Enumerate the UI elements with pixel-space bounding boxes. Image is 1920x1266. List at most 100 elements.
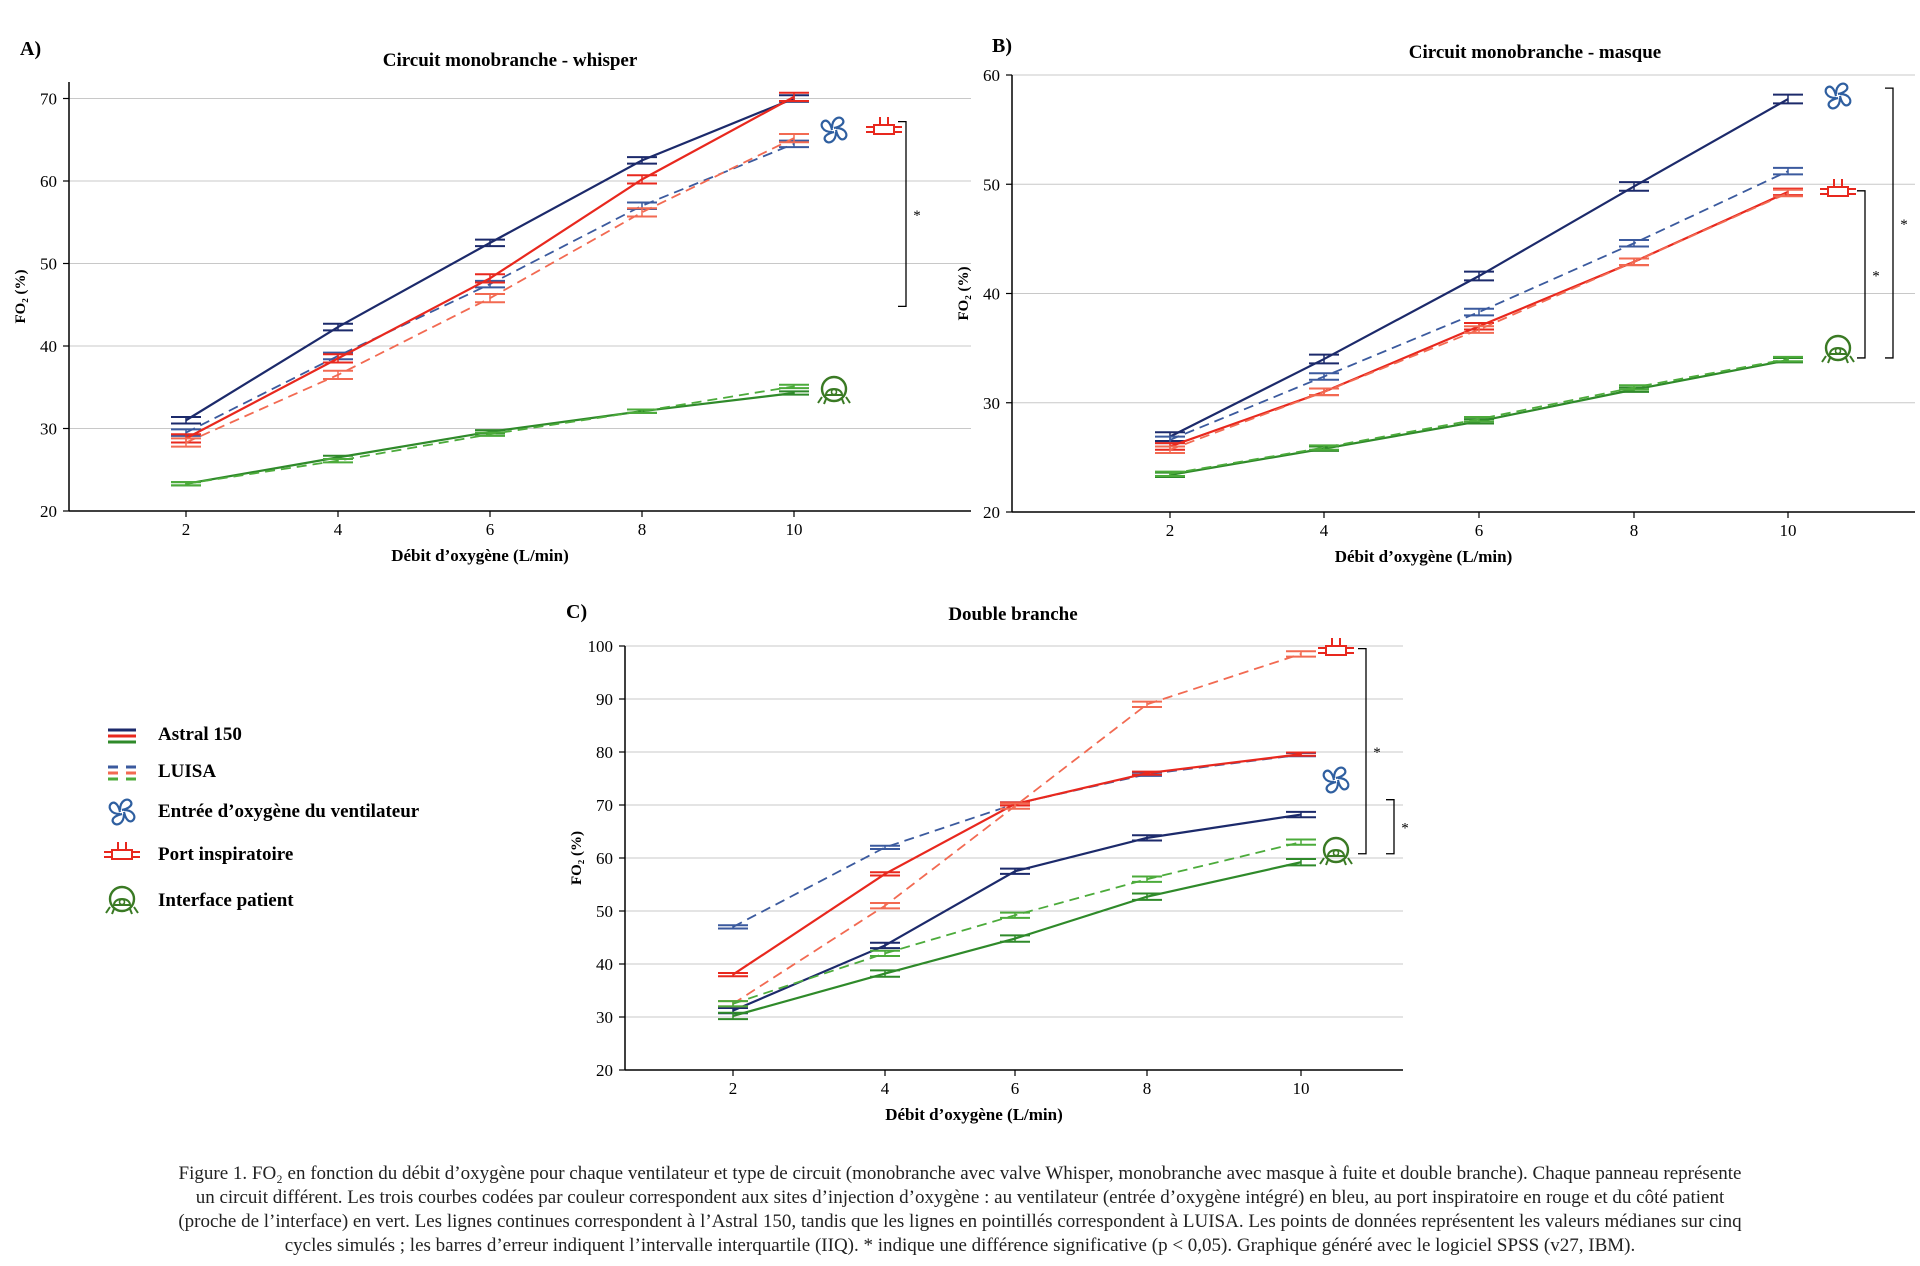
data-point bbox=[1132, 700, 1162, 708]
series-luisa-port bbox=[171, 132, 809, 448]
data-point bbox=[627, 207, 657, 218]
y-axis-label: FO₂ (%) bbox=[569, 831, 585, 885]
bracket-line bbox=[1885, 87, 1894, 359]
data-point bbox=[718, 1011, 748, 1021]
y-tick-label: 40 bbox=[596, 955, 613, 974]
data-point bbox=[1132, 875, 1162, 883]
y-tick-label: 60 bbox=[983, 66, 1000, 85]
bracket-line bbox=[1386, 799, 1395, 855]
data-point bbox=[627, 174, 657, 185]
data-point bbox=[1619, 257, 1649, 267]
panel-letter: C) bbox=[566, 601, 587, 623]
x-tick-label: 6 bbox=[1011, 1079, 1020, 1098]
significance-label: * bbox=[1373, 745, 1381, 761]
data-point bbox=[1464, 415, 1494, 423]
y-tick-label: 30 bbox=[596, 1008, 613, 1027]
series-astral-mask bbox=[718, 858, 1316, 1021]
data-point bbox=[171, 481, 201, 487]
fan-icon bbox=[820, 116, 848, 144]
data-point bbox=[718, 1000, 748, 1008]
y-tick-label: 60 bbox=[596, 849, 613, 868]
data-point bbox=[475, 238, 505, 248]
legend-item-mask: Interface patient bbox=[104, 885, 294, 916]
legend-label: Port inspiratoire bbox=[158, 844, 293, 865]
x-tick-label: 2 bbox=[1166, 521, 1175, 540]
x-axis-label: Débit d’oxygène (L/min) bbox=[885, 1105, 1063, 1124]
caption-line-4: cycles simulés ; les barres d’erreur ind… bbox=[284, 1235, 1636, 1256]
series-astral-fan bbox=[171, 94, 809, 425]
data-point bbox=[1464, 325, 1494, 334]
significance-bracket: * bbox=[1885, 87, 1908, 359]
data-point bbox=[1309, 353, 1339, 365]
significance-bracket: * bbox=[1386, 799, 1409, 855]
data-point bbox=[1000, 911, 1030, 919]
significance-bracket: * bbox=[1358, 648, 1381, 855]
data-point bbox=[323, 322, 353, 332]
fan-icon bbox=[108, 798, 136, 826]
data-point bbox=[718, 972, 748, 978]
x-tick-label: 4 bbox=[881, 1079, 890, 1098]
data-point bbox=[1286, 858, 1316, 867]
mask-icon bbox=[816, 375, 852, 406]
x-tick-label: 4 bbox=[1320, 521, 1329, 540]
series-luisa-fan bbox=[718, 752, 1316, 930]
bracket-line bbox=[1857, 190, 1866, 359]
data-point bbox=[870, 941, 900, 950]
chart-title: Double branche bbox=[948, 604, 1077, 625]
series-line bbox=[732, 841, 1302, 1005]
mask-icon bbox=[1820, 334, 1856, 365]
y-tick-label: 30 bbox=[983, 394, 1000, 413]
data-point bbox=[1286, 650, 1316, 658]
series-luisa-mask bbox=[171, 383, 809, 487]
y-tick-label: 70 bbox=[596, 796, 613, 815]
data-point bbox=[1773, 93, 1803, 105]
y-tick-label: 40 bbox=[983, 285, 1000, 304]
y-tick-label: 50 bbox=[596, 902, 613, 921]
y-tick-label: 20 bbox=[596, 1061, 613, 1080]
data-point bbox=[1000, 867, 1030, 875]
x-tick-label: 10 bbox=[1780, 521, 1797, 540]
y-tick-label: 30 bbox=[40, 420, 57, 439]
chart-panel-2: B) Circuit monobranche - masque 20 30 40 50 60… bbox=[956, 35, 1915, 566]
bracket-line bbox=[1358, 648, 1367, 855]
x-tick-label: 6 bbox=[1475, 521, 1484, 540]
legend-item-port: Port inspiratoire bbox=[103, 841, 293, 865]
caption-line-2: un circuit différent. Les trois courbes … bbox=[195, 1187, 1725, 1208]
chart-panel-3: C) Double branche 20 30 40 50 60 70 80 90 100 2 4 6 8 1… bbox=[566, 601, 1409, 1124]
series-astral-port bbox=[1155, 187, 1803, 451]
legend-item-luisa: LUISA bbox=[108, 761, 216, 782]
data-point bbox=[1286, 838, 1316, 846]
series-astral-port bbox=[171, 91, 809, 444]
data-point bbox=[1155, 445, 1185, 455]
x-tick-label: 2 bbox=[182, 520, 191, 539]
y-tick-label: 80 bbox=[596, 743, 613, 762]
series-astral-fan bbox=[1155, 93, 1803, 442]
significance-label: * bbox=[1872, 268, 1880, 284]
data-point bbox=[870, 949, 900, 958]
data-point bbox=[475, 293, 505, 304]
chart-title: Circuit monobranche - whisper bbox=[383, 50, 638, 71]
data-point bbox=[1464, 270, 1494, 282]
data-point bbox=[475, 273, 505, 284]
data-point bbox=[870, 969, 900, 978]
series-line bbox=[185, 391, 795, 485]
significance-bracket: * bbox=[898, 120, 921, 308]
data-point bbox=[1155, 470, 1185, 477]
data-point bbox=[1773, 166, 1803, 176]
legend-label: Entrée d’oxygène du ventilateur bbox=[158, 801, 420, 822]
series-luisa-fan bbox=[1155, 166, 1803, 445]
data-point bbox=[870, 902, 900, 910]
x-axis-label: Débit d’oxygène (L/min) bbox=[1335, 547, 1513, 566]
data-point bbox=[1619, 238, 1649, 248]
figure: A) Circuit monobranche - whisper 20 30 40 50 6… bbox=[13, 35, 1915, 1124]
data-point bbox=[1309, 444, 1339, 451]
data-point bbox=[718, 924, 748, 930]
data-point bbox=[1000, 934, 1030, 943]
series-luisa-mask bbox=[718, 838, 1316, 1008]
x-tick-label: 10 bbox=[1293, 1079, 1310, 1098]
data-point bbox=[323, 369, 353, 380]
data-point bbox=[779, 390, 809, 396]
port-icon bbox=[1819, 178, 1857, 197]
legend-label: Interface patient bbox=[158, 890, 294, 911]
series-line bbox=[1169, 192, 1789, 451]
